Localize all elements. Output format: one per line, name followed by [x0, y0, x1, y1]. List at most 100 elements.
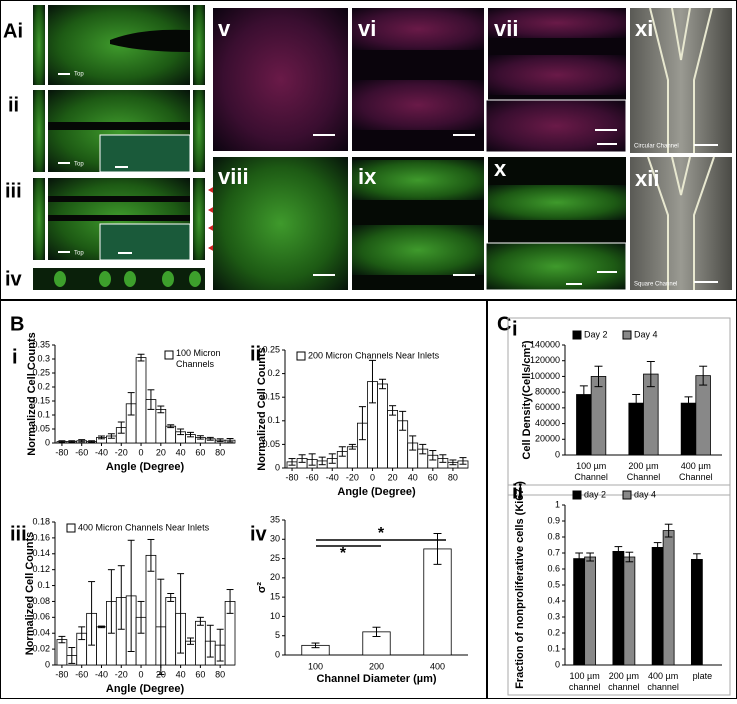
- y-tick-label: 0.2: [37, 381, 50, 391]
- y-tick-label: 0.1: [37, 580, 50, 590]
- x-tick-label: -80: [55, 669, 68, 679]
- micrograph: [352, 225, 484, 275]
- y-axis-label: Fraction of nonproliferative cells (Ki67…: [514, 481, 526, 689]
- x-tick-label: -20: [115, 669, 128, 679]
- y-tick-label: 0.9: [547, 515, 560, 525]
- x-tick-label: -40: [95, 447, 108, 457]
- micrograph: [352, 80, 484, 130]
- panel-label: iii: [5, 180, 22, 202]
- micrograph: [33, 178, 45, 260]
- bar: [96, 626, 107, 666]
- panel-label: viii: [218, 164, 249, 189]
- legend-label: 100 Micron Channels: [176, 348, 221, 369]
- bar: [651, 547, 664, 666]
- bar: [165, 597, 177, 666]
- y-tick-label: 35: [270, 514, 280, 524]
- panel-label: vi: [358, 16, 376, 41]
- legend-swatch: [572, 490, 582, 500]
- y-tick-label: 0: [555, 659, 560, 669]
- micrograph: [33, 268, 205, 290]
- x-tick-label: -20: [115, 447, 128, 457]
- y-tick-label: 140000: [530, 339, 560, 349]
- bar: [612, 551, 625, 666]
- bar: [195, 620, 206, 666]
- legend-label: Day 4: [634, 329, 658, 339]
- x-axis-label: Angle (Degree): [106, 683, 185, 695]
- legend-swatch: [296, 351, 306, 361]
- y-tick-label: 30: [270, 534, 280, 544]
- y-tick-label: 0.5: [547, 579, 560, 589]
- y-tick-label: 20: [270, 572, 280, 582]
- micrograph-inset: [99, 223, 191, 261]
- micrograph: [193, 90, 205, 172]
- x-tick-label: 400 µm channel: [647, 671, 679, 692]
- x-axis-label: Angle (Degree): [337, 486, 416, 498]
- bar: [155, 408, 167, 444]
- y-tick-label: 5: [275, 630, 280, 640]
- y-tick-label: 0.2: [267, 368, 280, 378]
- bar: [135, 357, 147, 444]
- x-tick-label: 100 µm channel: [568, 671, 601, 692]
- y-tick-label: 0: [45, 437, 50, 447]
- panel-label: xi: [635, 16, 653, 41]
- x-tick-label: 20: [156, 447, 166, 457]
- view-label: Top: [74, 251, 84, 257]
- y-tick-label: 120000: [530, 355, 560, 365]
- y-tick-label: 0.2: [547, 627, 560, 637]
- bar: [573, 558, 586, 666]
- significance-mark: *: [340, 545, 347, 562]
- panel-label: iv: [250, 523, 268, 545]
- y-axis-label: Normalized Cell Counts: [26, 332, 38, 455]
- micrograph: [488, 8, 626, 38]
- x-tick-label: -80: [55, 447, 68, 457]
- bar: [695, 375, 711, 456]
- cross-sections: [54, 271, 201, 287]
- bar: [387, 410, 399, 469]
- label-box: 100 µm channel: [568, 671, 601, 692]
- bar: [590, 376, 607, 456]
- chart-frame: [507, 317, 731, 496]
- y-tick-label: 0.05: [32, 423, 50, 433]
- channel-gap: [110, 29, 190, 52]
- significance-mark: *: [378, 525, 385, 542]
- panel-label: Ai: [3, 20, 23, 42]
- legend-label: day 4: [634, 489, 656, 499]
- x-tick-label: 80: [215, 669, 225, 679]
- panel-label: ix: [358, 164, 377, 189]
- y-axis-label: σ²: [256, 582, 268, 594]
- y-tick-label: 0.08: [32, 596, 50, 606]
- y-tick-label: 80000: [535, 387, 560, 397]
- label-box: 400 µm Channel: [679, 461, 713, 482]
- y-tick-label: 40000: [535, 418, 560, 428]
- x-tick-label: 0: [370, 472, 375, 482]
- x-axis-label: Channel Diameter (µm): [316, 673, 436, 685]
- y-tick-label: 0.15: [262, 392, 280, 402]
- label-box: 100 Micron Channels: [176, 348, 221, 369]
- x-tick-label: 80: [448, 472, 458, 482]
- micrograph: [630, 157, 732, 290]
- micrograph: [352, 8, 484, 50]
- x-tick-label: 60: [428, 472, 438, 482]
- x-tick-label: -60: [75, 447, 88, 457]
- x-tick-label: 40: [176, 669, 186, 679]
- y-tick-label: 0.14: [32, 548, 50, 558]
- panel-label: x: [494, 156, 507, 181]
- x-tick-label: 20: [388, 472, 398, 482]
- micrograph: [193, 5, 205, 85]
- y-tick-label: 0.02: [32, 643, 50, 653]
- micrograph: [33, 5, 45, 85]
- y-tick-label: 0.3: [37, 353, 50, 363]
- panel-label: vii: [494, 16, 518, 41]
- x-axis-label: Angle (Degree): [106, 461, 185, 473]
- legend-swatch: [164, 350, 174, 360]
- x-tick-label: 60: [195, 447, 205, 457]
- x-tick-label: -40: [326, 472, 339, 482]
- x-tick-label: 400: [430, 661, 445, 671]
- x-tick-label: -40: [95, 669, 108, 679]
- y-tick-label: 0.1: [267, 415, 280, 425]
- bar: [662, 530, 675, 666]
- view-label: Top: [74, 72, 84, 78]
- y-tick-label: 60000: [535, 402, 560, 412]
- y-tick-label: 0: [555, 449, 560, 459]
- x-tick-label: 40: [408, 472, 418, 482]
